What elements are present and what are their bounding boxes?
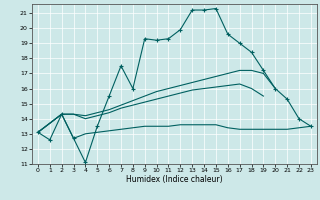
X-axis label: Humidex (Indice chaleur): Humidex (Indice chaleur)	[126, 175, 223, 184]
